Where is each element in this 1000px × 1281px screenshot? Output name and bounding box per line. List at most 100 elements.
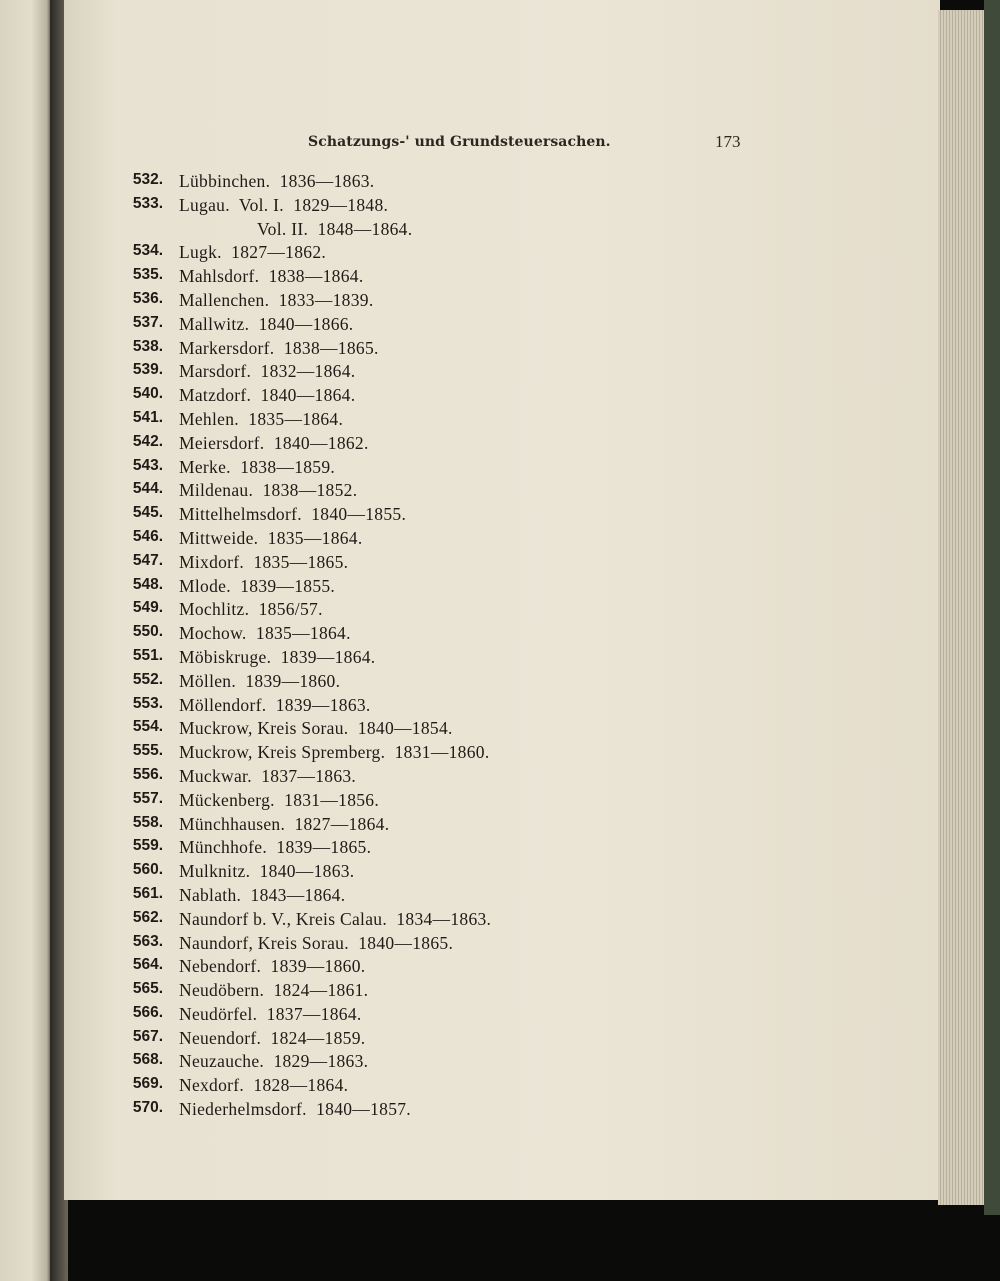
- page-number: 173: [715, 132, 741, 151]
- entry-text: Neudöbern. 1824—1861.: [179, 980, 369, 1001]
- list-item: 560. Mulknitz. 1840—1863.: [0, 861, 1000, 885]
- entry-text: Matzdorf. 1840—1864.: [179, 385, 356, 406]
- list-item: 556. Muckwar. 1837—1863.: [0, 766, 1000, 790]
- list-item: 547. Mixdorf. 1835—1865.: [0, 552, 1000, 576]
- entry-text: Mallwitz. 1840—1866.: [179, 313, 354, 334]
- entry-text: Neuzauche. 1829—1863.: [179, 1051, 369, 1072]
- list-item: 536. Mallenchen. 1833—1839.: [0, 290, 1000, 314]
- list-item: 565. Neudöbern. 1824—1861.: [0, 980, 1000, 1004]
- entry-text: Muckrow, Kreis Spremberg. 1831—1860.: [179, 742, 490, 763]
- entry-number: 551.: [132, 646, 163, 664]
- list-item: 567. Neuendorf. 1824—1859.: [0, 1028, 1000, 1052]
- entry-text: Neuendorf. 1824—1859.: [179, 1027, 366, 1048]
- list-item: 566. Neudörfel. 1837—1864.: [0, 1004, 1000, 1028]
- entry-number: 539.: [132, 361, 163, 379]
- entry-number: 564.: [132, 956, 163, 974]
- entry-number: 569.: [132, 1075, 163, 1093]
- entry-text: Mahlsdorf. 1838—1864.: [179, 266, 364, 287]
- entry-number: 554.: [132, 718, 163, 736]
- entry-number: 568.: [132, 1051, 163, 1069]
- list-item: 564. Nebendorf. 1839—1860.: [0, 956, 1000, 980]
- entry-text: Meiersdorf. 1840—1862.: [179, 432, 369, 453]
- entry-number: 553.: [132, 694, 163, 712]
- entry-text: Mixdorf. 1835—1865.: [179, 551, 349, 572]
- entry-number: 570.: [132, 1099, 163, 1117]
- entry-text: Niederhelmsdorf. 1840—1857.: [179, 1099, 411, 1120]
- list-item: 540. Matzdorf. 1840—1864.: [0, 385, 1000, 409]
- list-item: 568. Neuzauche. 1829—1863.: [0, 1051, 1000, 1075]
- entry-text: Muckrow, Kreis Sorau. 1840—1854.: [179, 718, 453, 739]
- list-item: 563. Naundorf, Kreis Sorau. 1840—1865.: [0, 933, 1000, 957]
- list-item: 537. Mallwitz. 1840—1866.: [0, 314, 1000, 338]
- entry-number: 535.: [132, 266, 163, 284]
- entry-number: 544.: [132, 480, 163, 498]
- entry-number: 537.: [132, 313, 163, 331]
- entry-number: 557.: [132, 789, 163, 807]
- entry-text: Mittelhelmsdorf. 1840—1855.: [179, 504, 407, 525]
- entry-number: 567.: [132, 1027, 163, 1045]
- entry-number: 565.: [132, 980, 163, 998]
- entry-text: Mittweide. 1835—1864.: [179, 527, 363, 548]
- entry-number: 555.: [132, 742, 163, 760]
- entry-text: Münchhofe. 1839—1865.: [179, 837, 372, 858]
- entry-number: 533.: [132, 194, 163, 212]
- entry-number: 543.: [132, 456, 163, 474]
- running-title: Schatzungs-' und Grundsteuersachen.: [308, 134, 611, 150]
- entry-number: 541.: [132, 408, 163, 426]
- list-item: 570. Niederhelmsdorf. 1840—1857.: [0, 1099, 1000, 1123]
- entry-list: 532. Lübbinchen. 1836—1863. 533. Lugau. Vol…: [0, 171, 1000, 1123]
- entry-text: Mückenberg. 1831—1856.: [179, 789, 380, 810]
- entry-text: Muckwar. 1837—1863.: [179, 765, 357, 786]
- entry-text: Naundorf, Kreis Sorau. 1840—1865.: [179, 932, 454, 953]
- list-item: 538. Markersdorf. 1838—1865.: [0, 338, 1000, 362]
- left-page-edge: [0, 0, 52, 1281]
- entry-number: 548.: [132, 575, 163, 593]
- book-page: [64, 0, 940, 1200]
- list-item: 555. Muckrow, Kreis Spremberg. 1831—1860.: [0, 742, 1000, 766]
- entry-text: Mallenchen. 1833—1839.: [179, 289, 374, 310]
- entry-number: 540.: [132, 385, 163, 403]
- entry-number: 534.: [132, 242, 163, 260]
- list-item: 548. Mlode. 1839—1855.: [0, 576, 1000, 600]
- list-item: 562. Naundorf b. V., Kreis Calau. 1834—18…: [0, 909, 1000, 933]
- entry-text: Lugk. 1827—1862.: [179, 242, 327, 263]
- list-item: 551. Möbiskruge. 1839—1864.: [0, 647, 1000, 671]
- entry-text: Münchhausen. 1827—1864.: [179, 813, 390, 834]
- page-header: Schatzungs-' und Grundsteuersachen. 173: [0, 132, 1000, 154]
- list-item: 569. Nexdorf. 1828—1864.: [0, 1075, 1000, 1099]
- list-item: 532. Lübbinchen. 1836—1863.: [0, 171, 1000, 195]
- list-item: 552. Möllen. 1839—1860.: [0, 671, 1000, 695]
- entry-number: 549.: [132, 599, 163, 617]
- entry-number: 545.: [132, 504, 163, 522]
- list-item: 561. Nablath. 1843—1864.: [0, 885, 1000, 909]
- entry-text: Nablath. 1843—1864.: [179, 884, 346, 905]
- list-item: 546. Mittweide. 1835—1864.: [0, 528, 1000, 552]
- list-item: 539. Marsdorf. 1832—1864.: [0, 361, 1000, 385]
- entry-text: Vol. II. 1848—1864.: [257, 218, 413, 239]
- entry-text: Markersdorf. 1838—1865.: [179, 337, 379, 358]
- entry-text: Möbiskruge. 1839—1864.: [179, 646, 376, 667]
- list-item: 545. Mittelhelmsdorf. 1840—1855.: [0, 504, 1000, 528]
- entry-text: Mildenau. 1838—1852.: [179, 480, 358, 501]
- book-cover: [984, 0, 1000, 1215]
- entry-text: Möllen. 1839—1860.: [179, 670, 341, 691]
- entry-number: 536.: [132, 289, 163, 307]
- list-item: 544. Mildenau. 1838—1852.: [0, 480, 1000, 504]
- entry-text: Neudörfel. 1837—1864.: [179, 1003, 362, 1024]
- list-item: 542. Meiersdorf. 1840—1862.: [0, 433, 1000, 457]
- entry-number: 566.: [132, 1003, 163, 1021]
- entry-number: 546.: [132, 527, 163, 545]
- entry-number: 556.: [132, 765, 163, 783]
- list-item: 558. Münchhausen. 1827—1864.: [0, 814, 1000, 838]
- entry-text: Mlode. 1839—1855.: [179, 575, 336, 596]
- list-item: 534. Lugk. 1827—1862.: [0, 242, 1000, 266]
- entry-number: 550.: [132, 623, 163, 641]
- entry-number: 559.: [132, 837, 163, 855]
- list-item: 541. Mehlen. 1835—1864.: [0, 409, 1000, 433]
- list-item: 549. Mochlitz. 1856/57.: [0, 599, 1000, 623]
- entry-number: 552.: [132, 670, 163, 688]
- entry-text: Naundorf b. V., Kreis Calau. 1834—1863.: [179, 908, 492, 929]
- book-gutter: [50, 0, 68, 1281]
- page-edges: [938, 10, 986, 1205]
- list-item: 559. Münchhofe. 1839—1865.: [0, 837, 1000, 861]
